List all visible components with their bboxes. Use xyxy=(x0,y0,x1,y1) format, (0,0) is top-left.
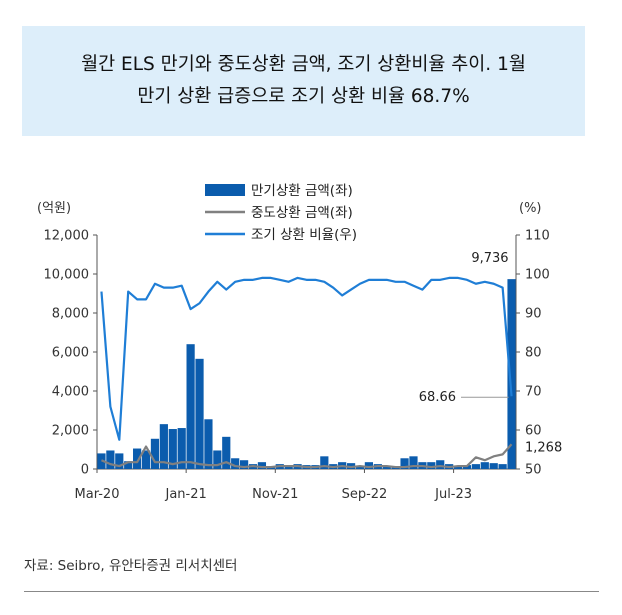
maturity-bar xyxy=(106,450,115,469)
right-axis-unit: (%) xyxy=(519,201,542,216)
maturity-bar xyxy=(471,464,480,469)
maturity-bar xyxy=(159,424,168,469)
right-tick-label: 50 xyxy=(525,463,542,478)
maturity-bar xyxy=(168,429,177,469)
left-tick-label: 0 xyxy=(81,463,89,478)
maturity-bar xyxy=(453,466,463,469)
annotation-maturity-last: 9,736 xyxy=(471,251,508,266)
maturity-bar xyxy=(204,419,213,469)
maturity-bar xyxy=(364,462,374,469)
source-note: 자료: Seibro, 유안타증권 리서치센터 xyxy=(24,558,238,574)
left-tick-label: 6,000 xyxy=(52,346,89,361)
chart-annotations: 9,736 68.66 1,268 xyxy=(419,251,562,455)
maturity-bar xyxy=(213,450,222,469)
maturity-bar xyxy=(239,460,249,469)
maturity-bar xyxy=(177,428,186,469)
annotation-redemption-last: 1,268 xyxy=(525,440,562,455)
maturity-bar xyxy=(231,458,240,469)
x-tick-label: Jul-23 xyxy=(434,487,472,502)
chart-legend: 만기상환 금액(좌) 중도상환 금액(좌) 조기 상환 비율(우) xyxy=(205,183,357,243)
maturity-bar xyxy=(195,358,204,469)
chart: 0 2,000 4,000 6,000 8,000 10,000 12,000 50 60 70 8… xyxy=(37,183,562,502)
right-tick-label: 100 xyxy=(525,268,550,283)
maturity-bar xyxy=(400,458,409,469)
x-tick-label: Nov-21 xyxy=(252,487,298,502)
x-tick-label: Sep-22 xyxy=(342,487,388,502)
x-tick-label: Mar-20 xyxy=(75,487,120,502)
left-tick-label: 2,000 xyxy=(52,424,89,439)
maturity-bar xyxy=(222,436,231,469)
maturity-bar xyxy=(382,466,391,469)
chart-title-line-1: 월간 ELS 만기와 중도상환 금액, 조기 상환비율 추이. 1월 xyxy=(81,54,526,75)
right-tick-label: 110 xyxy=(525,229,550,244)
maturity-bar xyxy=(480,462,489,469)
right-tick-label: 80 xyxy=(525,346,542,361)
right-tick-label: 60 xyxy=(525,424,542,439)
left-tick-label: 12,000 xyxy=(44,229,90,244)
maturity-bars xyxy=(97,279,516,469)
maturity-bar xyxy=(133,448,142,469)
maturity-bar xyxy=(436,460,445,469)
legend-swatch-maturity xyxy=(205,184,245,196)
maturity-bar xyxy=(320,456,329,469)
maturity-bar xyxy=(489,463,498,469)
chart-title-box: 월간 ELS 만기와 중도상환 금액, 조기 상환비율 추이. 1월 만기 상환… xyxy=(22,26,585,136)
early-repayment-rate-line xyxy=(100,276,513,441)
maturity-bar xyxy=(498,464,507,469)
legend-label: 만기상환 금액(좌) xyxy=(251,183,353,199)
chart-title-line-2: 만기 상환 급증으로 조기 상환 비율 68.7% xyxy=(137,86,470,107)
annotation-rate-last: 68.66 xyxy=(419,390,456,405)
maturity-bar xyxy=(427,462,436,469)
maturity-bar xyxy=(150,438,160,469)
maturity-bar xyxy=(141,450,151,469)
maturity-bar xyxy=(409,456,418,469)
maturity-bar xyxy=(507,279,516,469)
maturity-bar xyxy=(124,461,133,469)
x-tick-label: Jan-21 xyxy=(165,487,207,502)
maturity-bar xyxy=(186,344,195,469)
maturity-bar xyxy=(257,462,267,469)
maturity-bar xyxy=(115,453,124,469)
maturity-bar xyxy=(355,466,365,469)
legend-label: 조기 상환 비율(우) xyxy=(251,227,357,243)
left-tick-label: 10,000 xyxy=(44,268,90,283)
left-axis-unit: (억원) xyxy=(37,201,71,216)
left-tick-label: 4,000 xyxy=(52,385,89,400)
right-tick-label: 70 xyxy=(525,385,542,400)
chart-lines xyxy=(100,276,513,469)
early-redemption-line xyxy=(101,443,513,469)
chart-axes: 0 2,000 4,000 6,000 8,000 10,000 12,000 50 60 70 8… xyxy=(37,201,550,502)
left-tick-label: 8,000 xyxy=(52,307,89,322)
legend-label: 중도상환 금액(좌) xyxy=(251,205,353,221)
right-tick-label: 90 xyxy=(525,307,542,322)
bottom-divider xyxy=(24,591,599,592)
